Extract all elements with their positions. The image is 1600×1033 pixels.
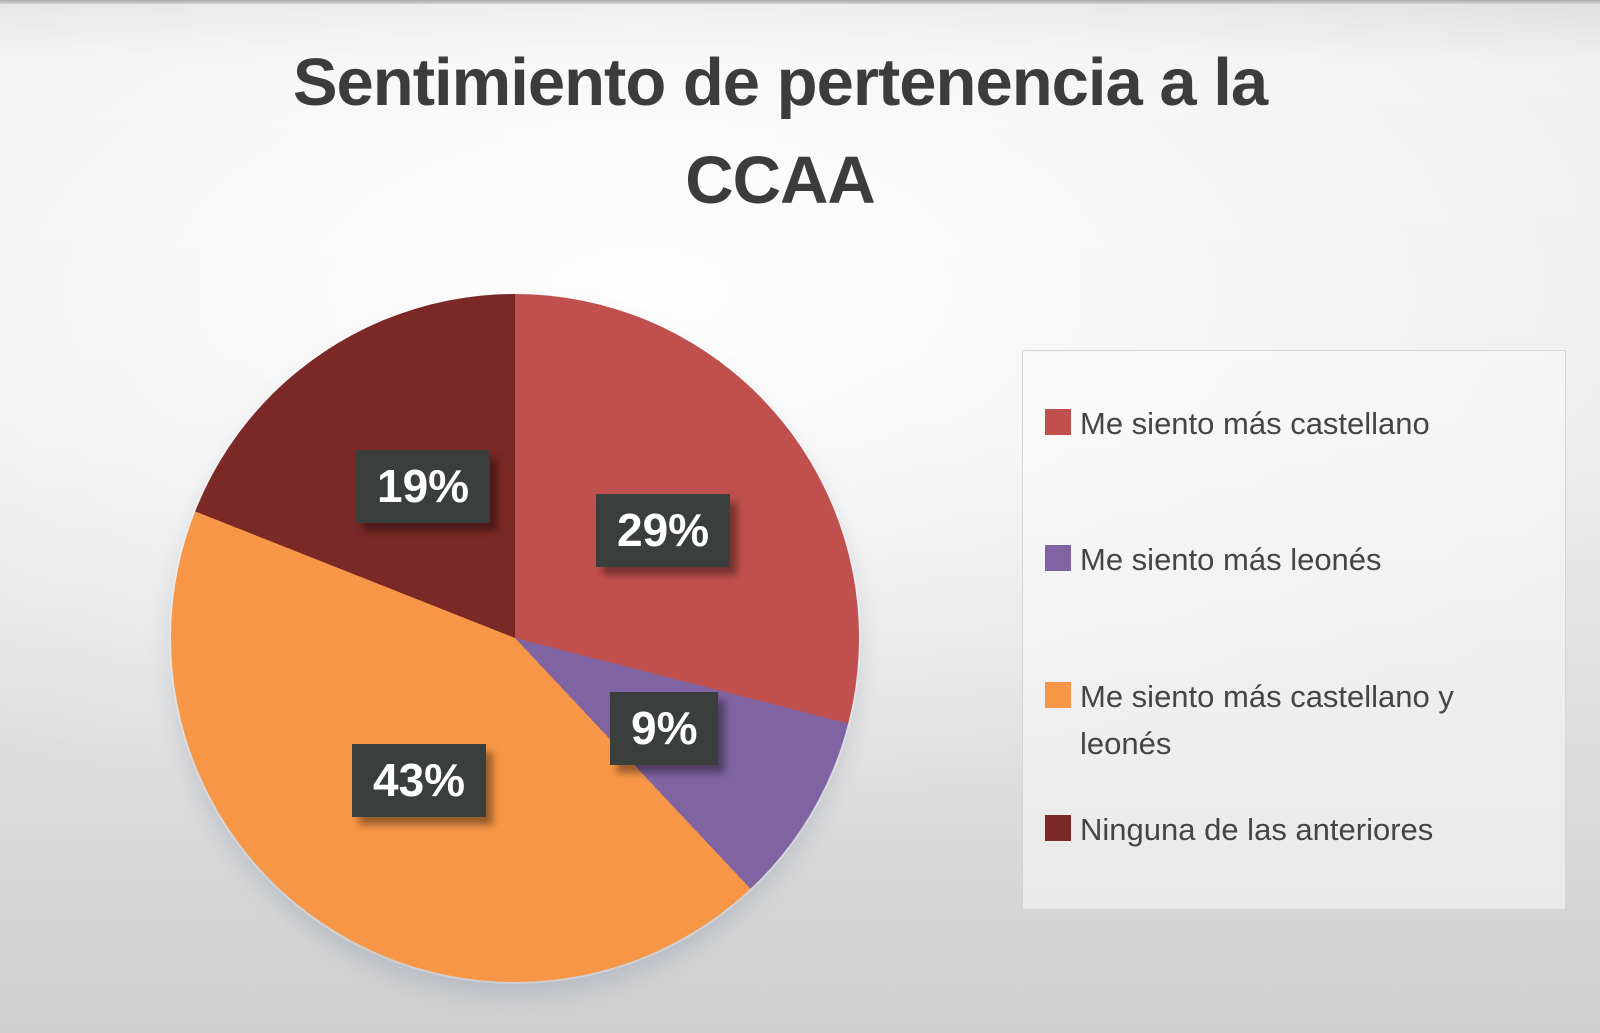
legend-label-ninguna: Ninguna de las anteriores — [1080, 812, 1434, 847]
chart-title-line1: Sentimiento de pertenencia a la — [292, 45, 1268, 120]
legend-label-castellano: Me siento más castellano — [1080, 406, 1430, 441]
chart-title-line2: CCAA — [685, 143, 876, 219]
chart-title: Sentimiento de pertenencia a la CCAA — [0, 34, 1560, 231]
legend-swatch-leones — [1045, 545, 1071, 571]
pie-label-castellano-y-leones: 43% — [352, 744, 487, 817]
legend-swatch-castellano-y-leones — [1045, 682, 1071, 708]
legend-label-leones: Me siento más leonés — [1080, 542, 1382, 577]
pie-chart — [171, 294, 859, 982]
slide-top-edge — [0, 0, 1600, 4]
legend-swatch-castellano — [1045, 409, 1071, 435]
pie-label-ninguna: 19% — [356, 450, 491, 523]
legend-item-leones: Me siento más leonés — [1045, 537, 1382, 584]
chart-legend: Me siento más castellano Me siento más l… — [1022, 350, 1566, 910]
legend-swatch-ninguna — [1045, 815, 1071, 841]
legend-item-castellano-y-leones: Me siento más castellano y leonés — [1045, 674, 1550, 767]
pie-label-castellano: 29% — [596, 494, 731, 567]
legend-item-castellano: Me siento más castellano — [1045, 401, 1430, 448]
legend-item-ninguna: Ninguna de las anteriores — [1045, 807, 1433, 854]
legend-label-castellano-y-leones: Me siento más castellano y leonés — [1080, 679, 1454, 761]
pie-label-leones: 9% — [610, 692, 719, 765]
